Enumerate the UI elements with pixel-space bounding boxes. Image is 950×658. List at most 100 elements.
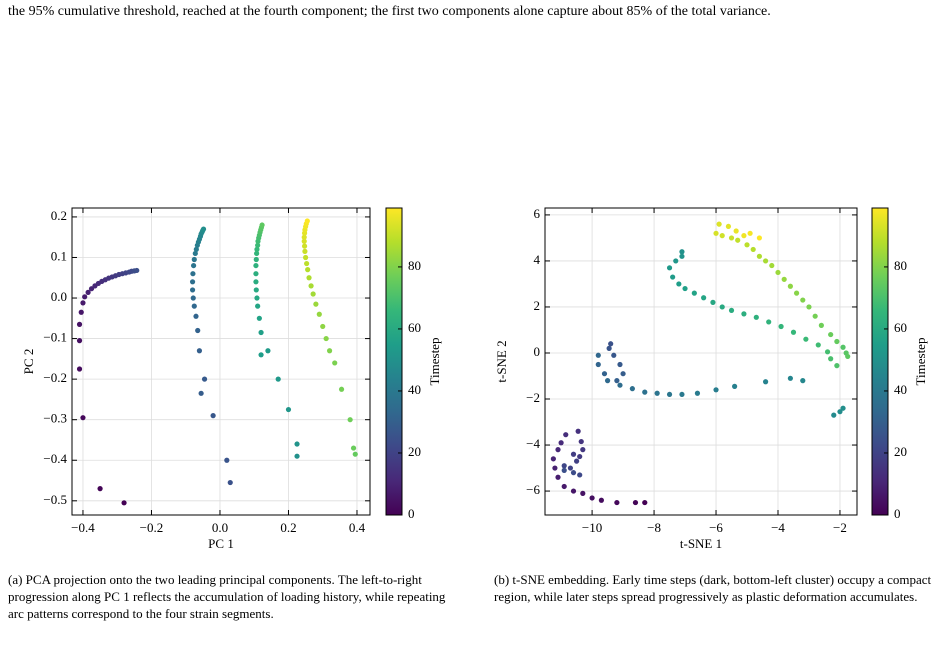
point [253, 271, 259, 277]
y-tick-label: −0.5 [43, 492, 67, 507]
point [305, 267, 311, 273]
point [828, 356, 834, 362]
point [558, 440, 564, 446]
point [198, 390, 204, 396]
point [191, 303, 197, 309]
point [190, 295, 196, 301]
point [670, 274, 676, 280]
point [769, 262, 775, 269]
point [294, 441, 300, 447]
y-axis-label: t-SNE 2 [494, 340, 509, 382]
x-tick-label: −2 [833, 520, 847, 535]
x-tick-label: −8 [647, 520, 661, 535]
y-tick-label: 0.2 [51, 208, 67, 223]
point [313, 301, 319, 307]
y-tick-label: 4 [534, 252, 541, 267]
point [255, 303, 261, 309]
colorbar-tick-label: 60 [894, 320, 907, 335]
point [611, 352, 617, 358]
x-tick-label: 0.4 [349, 520, 366, 535]
point [824, 349, 831, 355]
colorbar-tick-label: 80 [408, 258, 421, 273]
colorbar-tick-label: 0 [408, 506, 415, 521]
point [97, 486, 103, 492]
point [76, 366, 83, 372]
point [227, 479, 233, 486]
y-tick-label: 0 [534, 344, 541, 359]
point [756, 253, 763, 259]
point [781, 276, 787, 282]
point [840, 405, 846, 411]
colorbar-tick-label: 20 [894, 444, 907, 459]
point [310, 291, 316, 297]
point [812, 313, 818, 319]
x-tick-label: 0.2 [280, 520, 296, 535]
point [189, 279, 196, 285]
point [845, 353, 851, 360]
point [741, 233, 747, 239]
point [552, 465, 558, 471]
point [815, 342, 821, 348]
point [76, 321, 83, 327]
point [192, 250, 198, 257]
point [254, 246, 260, 252]
y-tick-label: 0.1 [51, 248, 67, 263]
colorbar-label: Timestep [913, 338, 928, 386]
point [200, 226, 207, 232]
colorbar-tick-label: 60 [408, 320, 421, 335]
x-axis-label: t-SNE 1 [680, 536, 722, 551]
point [762, 379, 769, 385]
colorbar [385, 207, 403, 516]
point [294, 453, 300, 459]
y-tick-label: −6 [526, 482, 540, 497]
point [570, 451, 577, 457]
point [580, 490, 586, 496]
point [258, 329, 264, 336]
point [88, 286, 95, 292]
point [316, 311, 322, 317]
point [728, 235, 735, 241]
point [347, 417, 353, 423]
point [275, 376, 281, 382]
point [831, 412, 837, 418]
point [604, 378, 611, 384]
point [574, 458, 580, 464]
axes-frame [71, 207, 371, 516]
point [753, 314, 759, 320]
point [617, 382, 623, 388]
y-tick-label: 0.0 [51, 289, 67, 304]
point [614, 378, 620, 384]
point [787, 375, 793, 381]
figure: −0.4 −0.2 0.0 0.2 0.4 −0.5 −0.4 −0.3 −0.2 −0.1 0.0… [21, 206, 928, 551]
y-tick-label: 6 [534, 206, 541, 221]
point [629, 386, 635, 392]
point [306, 275, 312, 281]
point [787, 283, 793, 289]
point [210, 413, 216, 419]
point [750, 246, 756, 253]
point [196, 348, 203, 354]
colorbar-tick-label: 0 [894, 506, 901, 521]
point [719, 304, 725, 310]
point [258, 352, 264, 358]
point [666, 391, 673, 398]
point [308, 283, 314, 289]
x-tick-label: −0.4 [71, 520, 95, 535]
point [713, 230, 719, 236]
point [694, 390, 701, 396]
point [701, 295, 707, 301]
point [741, 311, 747, 317]
x-tick-label: −0.2 [140, 520, 164, 535]
axes-frame [544, 207, 858, 516]
point [578, 438, 584, 445]
point [302, 248, 308, 254]
point [679, 253, 685, 259]
point [682, 285, 688, 292]
caption: (b) t-SNE embedding. Early time steps (d… [494, 572, 932, 604]
point [265, 348, 271, 354]
point [575, 428, 581, 434]
point [818, 322, 824, 328]
point [76, 338, 83, 344]
point [82, 294, 88, 300]
